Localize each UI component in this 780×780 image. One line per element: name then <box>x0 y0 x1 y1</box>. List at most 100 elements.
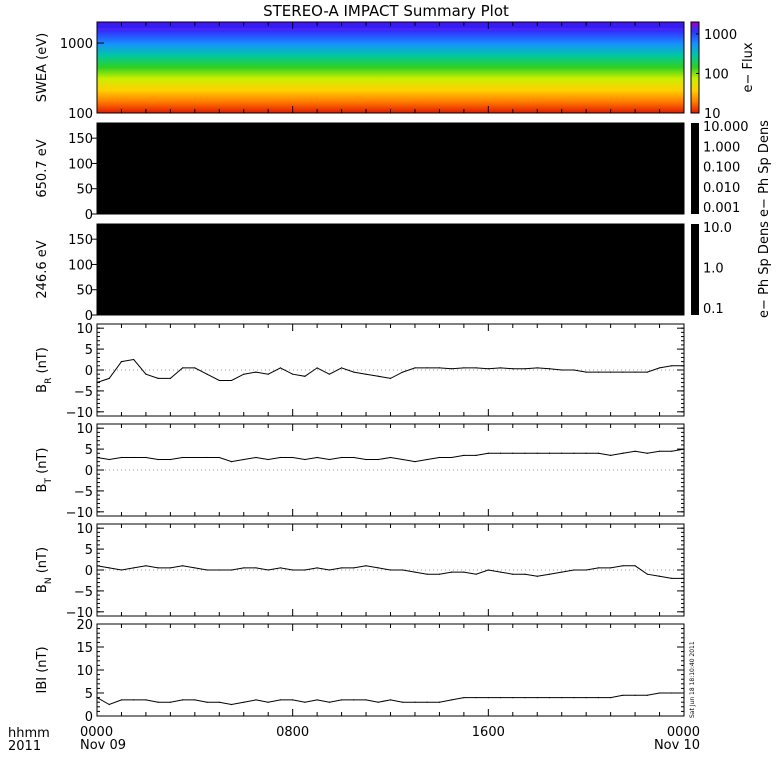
y-tick-label: 150 <box>68 233 93 248</box>
data-point <box>414 461 416 463</box>
panel-frame <box>96 323 685 417</box>
data-point <box>646 371 648 373</box>
data-point <box>255 699 257 701</box>
y-tick-label: −10 <box>66 506 93 521</box>
data-point <box>634 371 636 373</box>
data-point <box>243 701 245 703</box>
data-point <box>561 369 563 371</box>
y-axis-label: BT (nT) <box>35 448 54 493</box>
data-point <box>548 573 551 575</box>
y-tick-label: 20 <box>76 618 93 633</box>
data-point <box>671 450 673 452</box>
y-tick-label: −5 <box>74 485 93 500</box>
data-point <box>548 452 551 454</box>
panel-frame <box>96 21 685 114</box>
colorbar-tick-label: 10 <box>704 107 721 122</box>
data-point <box>585 697 587 699</box>
data-point <box>451 368 453 370</box>
data-point <box>243 373 245 375</box>
data-point <box>120 361 123 363</box>
data-point <box>194 367 196 369</box>
data-point <box>279 567 282 569</box>
data-point <box>512 573 514 575</box>
colorbar-tick-label: 10.0 <box>703 221 732 236</box>
data-point <box>279 367 282 369</box>
colorbar-tick-label: 1.000 <box>703 140 740 155</box>
data-point <box>304 458 306 461</box>
data-point <box>377 567 379 569</box>
pad-colorbar <box>691 224 699 315</box>
data-point <box>194 567 196 569</box>
x-tick-sublabel: Nov 10 <box>654 738 700 753</box>
data-point <box>573 369 575 371</box>
data-point <box>340 699 343 701</box>
panel-frame <box>96 523 685 617</box>
colorbar-label: e− Ph Sp Dens <box>757 221 772 318</box>
data-point <box>389 456 392 459</box>
data-point <box>157 377 159 379</box>
y-tick-label: 1000 <box>60 37 93 52</box>
data-point <box>463 454 465 456</box>
data-point <box>157 567 159 569</box>
data-point <box>304 701 306 703</box>
data-point <box>169 701 171 703</box>
data-point <box>230 569 233 571</box>
data-point <box>658 692 661 694</box>
data-point <box>120 569 123 571</box>
data-point <box>548 368 551 370</box>
y-tick-label: 100 <box>68 258 93 273</box>
data-point <box>573 569 575 571</box>
y-tick-label: 100 <box>68 157 93 172</box>
data-point <box>292 569 294 571</box>
data-point <box>475 573 477 575</box>
data-point <box>536 575 538 577</box>
data-point <box>414 701 416 703</box>
data-point <box>389 377 392 379</box>
data-point <box>548 697 551 699</box>
data-point <box>475 697 477 699</box>
data-point <box>426 573 428 575</box>
data-point <box>671 577 673 579</box>
data-point <box>328 458 330 461</box>
data-point <box>169 567 171 569</box>
panel-frame <box>96 223 685 316</box>
data-point <box>475 454 477 456</box>
data-point <box>182 367 184 369</box>
y-axis-label: 650.7 eV <box>35 139 50 197</box>
data-point <box>377 375 379 377</box>
data-point <box>512 697 514 699</box>
data-point <box>402 569 404 571</box>
data-point <box>561 452 563 454</box>
y-tick-label: 50 <box>76 183 93 198</box>
data-point <box>634 565 636 567</box>
y-tick-label: −5 <box>74 385 93 400</box>
pad-colorbar <box>691 123 699 214</box>
data-point <box>120 456 123 459</box>
data-point <box>634 694 636 696</box>
data-point <box>328 701 330 703</box>
y-tick-label: 15 <box>76 641 93 656</box>
data-point <box>206 569 208 571</box>
pitch-angle-image <box>97 123 684 214</box>
y-tick-label: 0 <box>85 208 93 223</box>
data-point <box>255 456 257 459</box>
y-tick-label: 50 <box>76 284 93 299</box>
data-point <box>206 701 208 703</box>
data-point <box>365 699 367 701</box>
data-point <box>292 456 294 459</box>
data-point <box>243 458 245 461</box>
data-point <box>255 371 257 373</box>
panel-br: −10 −5 0 5 10 BR (nT) <box>35 322 685 421</box>
data-point <box>108 458 110 461</box>
colorbar-tick-label: 1000 <box>704 28 737 43</box>
data-point <box>353 699 355 701</box>
y-axis-label: IBI (nT) <box>35 646 50 693</box>
data-point <box>316 456 318 459</box>
data-point <box>340 567 343 569</box>
data-point <box>585 452 587 454</box>
data-point <box>377 458 379 461</box>
y-tick-label: 150 <box>68 132 93 147</box>
data-point <box>182 565 184 567</box>
data-point <box>463 367 465 369</box>
